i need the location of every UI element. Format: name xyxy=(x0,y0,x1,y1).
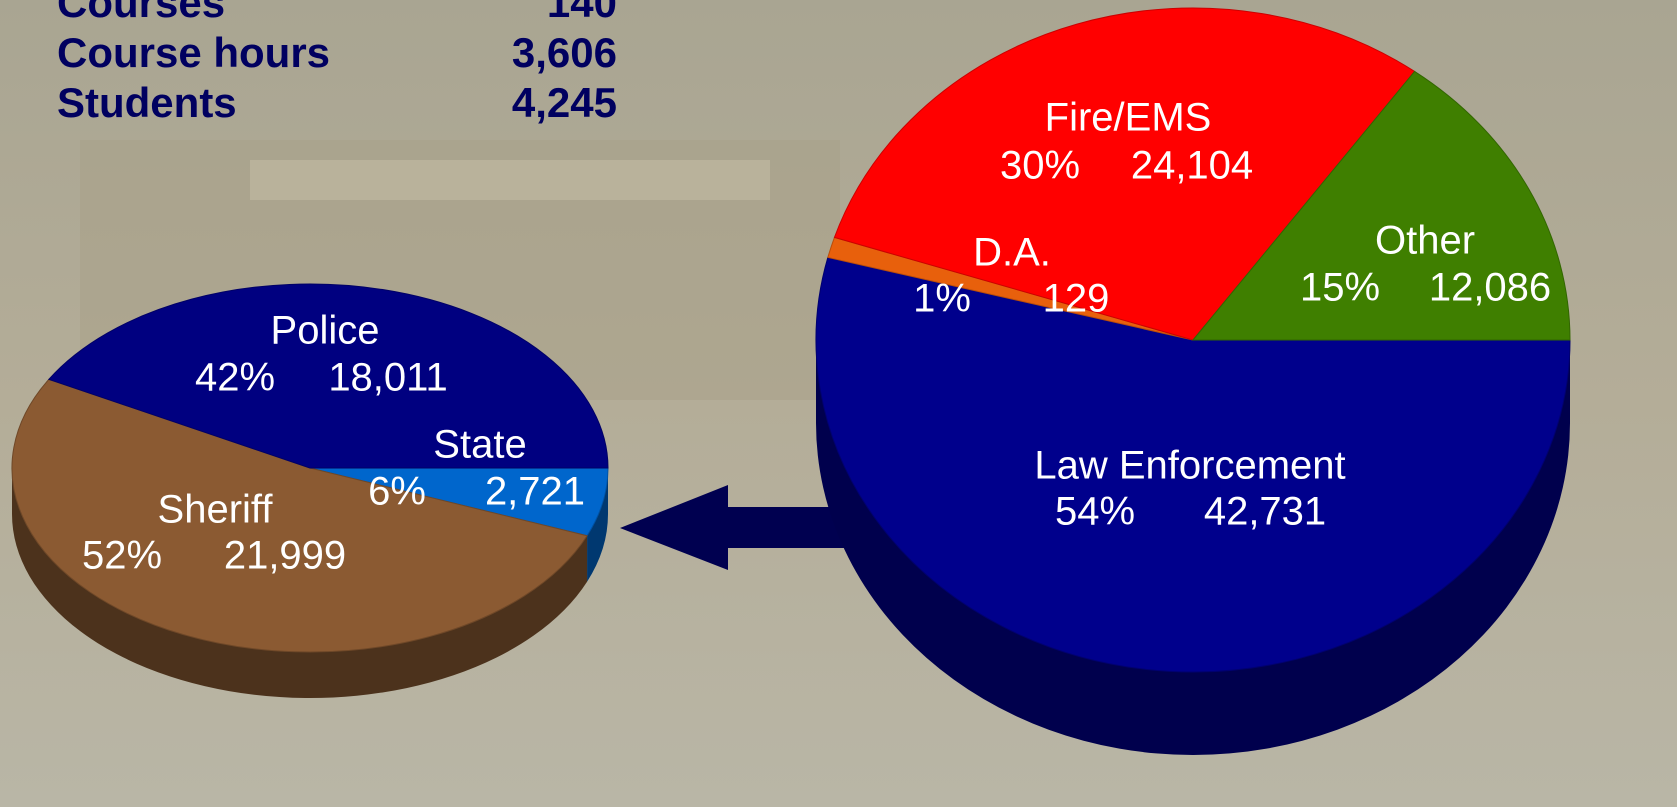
stat-label: Courses xyxy=(57,0,225,26)
slice-percent: 42% xyxy=(195,356,275,400)
slice-count: 21,999 xyxy=(224,534,346,578)
slice-label: Other xyxy=(1375,219,1475,263)
slice-count: 18,011 xyxy=(328,356,447,400)
stat-label: Students xyxy=(57,79,237,126)
page: Courses 140 Course hours 3,606 Students … xyxy=(0,0,1677,807)
slice-count: 2,721 xyxy=(485,470,585,514)
slice-percent: 6% xyxy=(368,470,426,514)
slice-count: 42,731 xyxy=(1204,490,1326,534)
slice-percent: 54% xyxy=(1055,490,1135,534)
stat-label: Course hours xyxy=(57,29,330,76)
slice-label: State xyxy=(433,423,526,467)
slice-count: 12,086 xyxy=(1429,266,1551,310)
background-building xyxy=(250,160,770,200)
slice-label: Sheriff xyxy=(158,488,274,532)
slide: Courses 140 Course hours 3,606 Students … xyxy=(0,0,1677,807)
slice-count: 129 xyxy=(1043,277,1110,321)
slice-label: D.A. xyxy=(973,231,1051,275)
slice-percent: 30% xyxy=(1000,144,1080,188)
slice-label: Law Enforcement xyxy=(1034,444,1345,488)
slice-label: Police xyxy=(271,309,380,353)
stat-value: 140 xyxy=(547,0,617,26)
slice-percent: 15% xyxy=(1300,266,1380,310)
slice-percent: 1% xyxy=(913,277,971,321)
stat-value: 3,606 xyxy=(512,29,617,76)
slice-count: 24,104 xyxy=(1131,144,1253,188)
slice-percent: 52% xyxy=(82,534,162,578)
stat-value: 4,245 xyxy=(512,79,617,126)
slice-label: Fire/EMS xyxy=(1045,96,1212,140)
